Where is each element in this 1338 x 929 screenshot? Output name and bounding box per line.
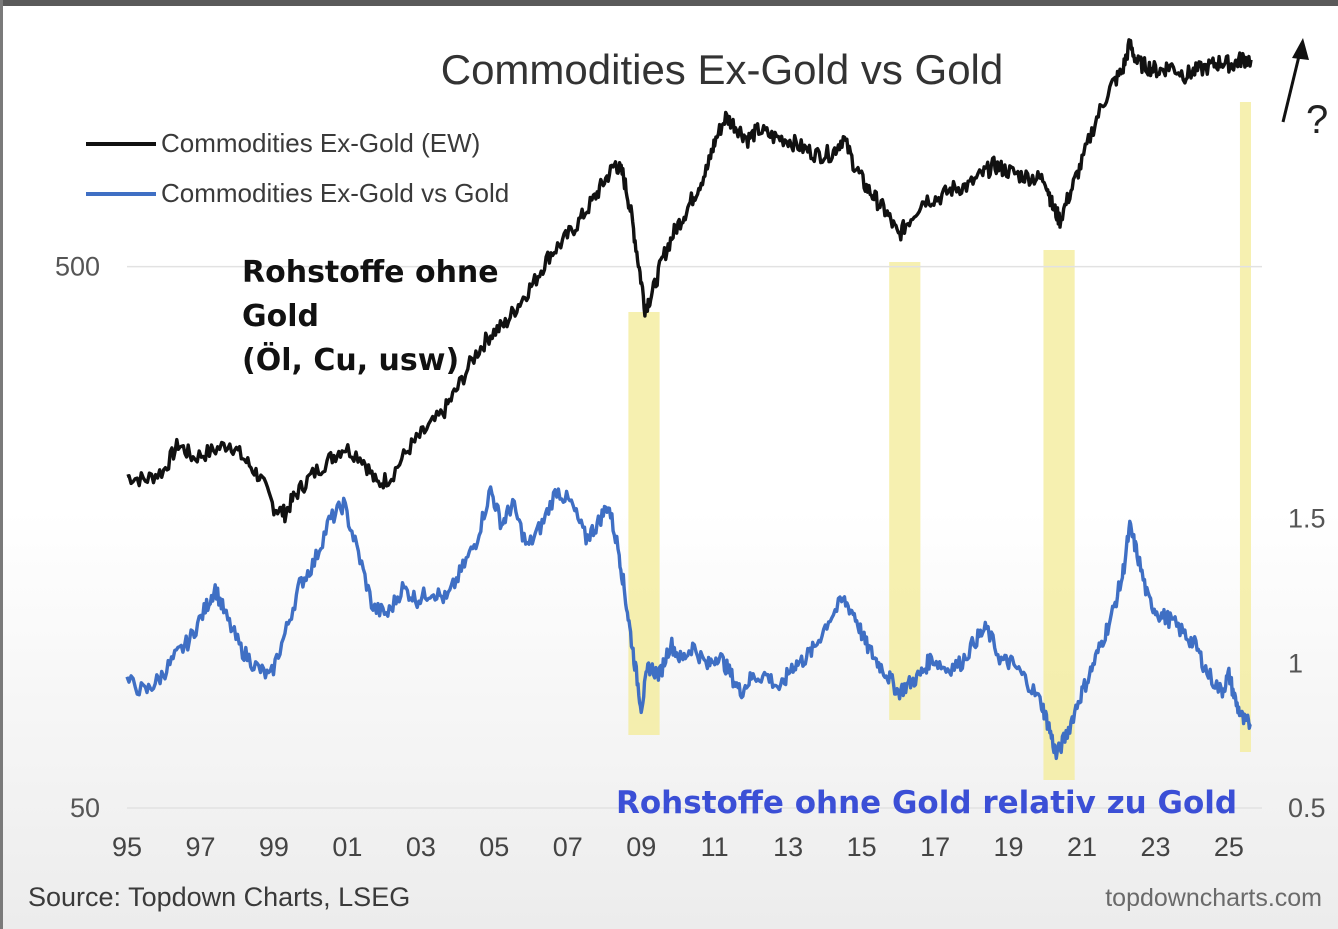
series-line-ratio xyxy=(125,485,1252,761)
highlight-band xyxy=(889,262,921,720)
legend-label-ratio: Commodities Ex-Gold vs Gold xyxy=(161,178,509,208)
x-tick-label: 95 xyxy=(112,832,142,862)
left-annotation: Rohstoffe ohne Gold (Öl, Cu, usw) xyxy=(242,255,499,378)
x-tick-label: 05 xyxy=(479,832,509,862)
x-tick-label: 01 xyxy=(332,832,362,862)
legend-label-ex-gold: Commodities Ex-Gold (EW) xyxy=(161,128,480,158)
annotation-line-2: Gold xyxy=(242,299,319,334)
legend: Commodities Ex-Gold (EW) Commodities Ex-… xyxy=(86,128,509,208)
right-axis-ticks: 0.5 1 1.5 xyxy=(1288,504,1326,823)
source-note: Source: Topdown Charts, LSEG xyxy=(28,882,410,912)
top-border xyxy=(0,0,1338,6)
left-tick-label: 500 xyxy=(55,252,100,282)
gridlines xyxy=(127,265,1262,809)
chart-title: Commodities Ex-Gold vs Gold xyxy=(441,46,1004,93)
x-tick-label: 13 xyxy=(773,832,803,862)
x-tick-label: 21 xyxy=(1067,832,1097,862)
left-border xyxy=(0,0,3,929)
series-lines xyxy=(125,38,1253,761)
left-tick-label: 50 xyxy=(70,793,100,823)
x-tick-label: 03 xyxy=(406,832,436,862)
x-tick-label: 07 xyxy=(553,832,583,862)
right-tick-label: 1 xyxy=(1288,648,1303,678)
x-tick-label: 25 xyxy=(1214,832,1244,862)
x-tick-label: 11 xyxy=(701,832,729,862)
x-tick-label: 23 xyxy=(1140,832,1170,862)
x-tick-label: 17 xyxy=(920,832,950,862)
annotation-line-1: Rohstoffe ohne xyxy=(242,255,499,290)
left-axis-ticks: 50 500 xyxy=(55,252,100,823)
x-tick-label: 97 xyxy=(185,832,215,862)
x-axis-ticks: 95 97 99 01 03 05 07 09 11 13 15 17 19 21 23 25 xyxy=(112,832,1244,862)
x-tick-label: 15 xyxy=(847,832,877,862)
question-mark: ? xyxy=(1306,98,1328,142)
ratio-annotation: Rohstoffe ohne Gold relativ zu Gold xyxy=(616,785,1237,821)
right-tick-label: 1.5 xyxy=(1288,504,1326,534)
x-tick-label: 19 xyxy=(994,832,1024,862)
website-credit: topdowncharts.com xyxy=(1105,884,1322,912)
up-arrow-icon xyxy=(1281,38,1309,123)
right-tick-label: 0.5 xyxy=(1288,793,1326,823)
x-tick-label: 99 xyxy=(259,832,289,862)
series-line-ex-gold xyxy=(126,38,1253,524)
highlight-bands xyxy=(628,102,1251,780)
highlight-band xyxy=(1239,102,1251,752)
annotation-line-3: (Öl, Cu, usw) xyxy=(242,341,459,378)
x-tick-label: 09 xyxy=(626,832,656,862)
highlight-band xyxy=(1043,250,1075,780)
